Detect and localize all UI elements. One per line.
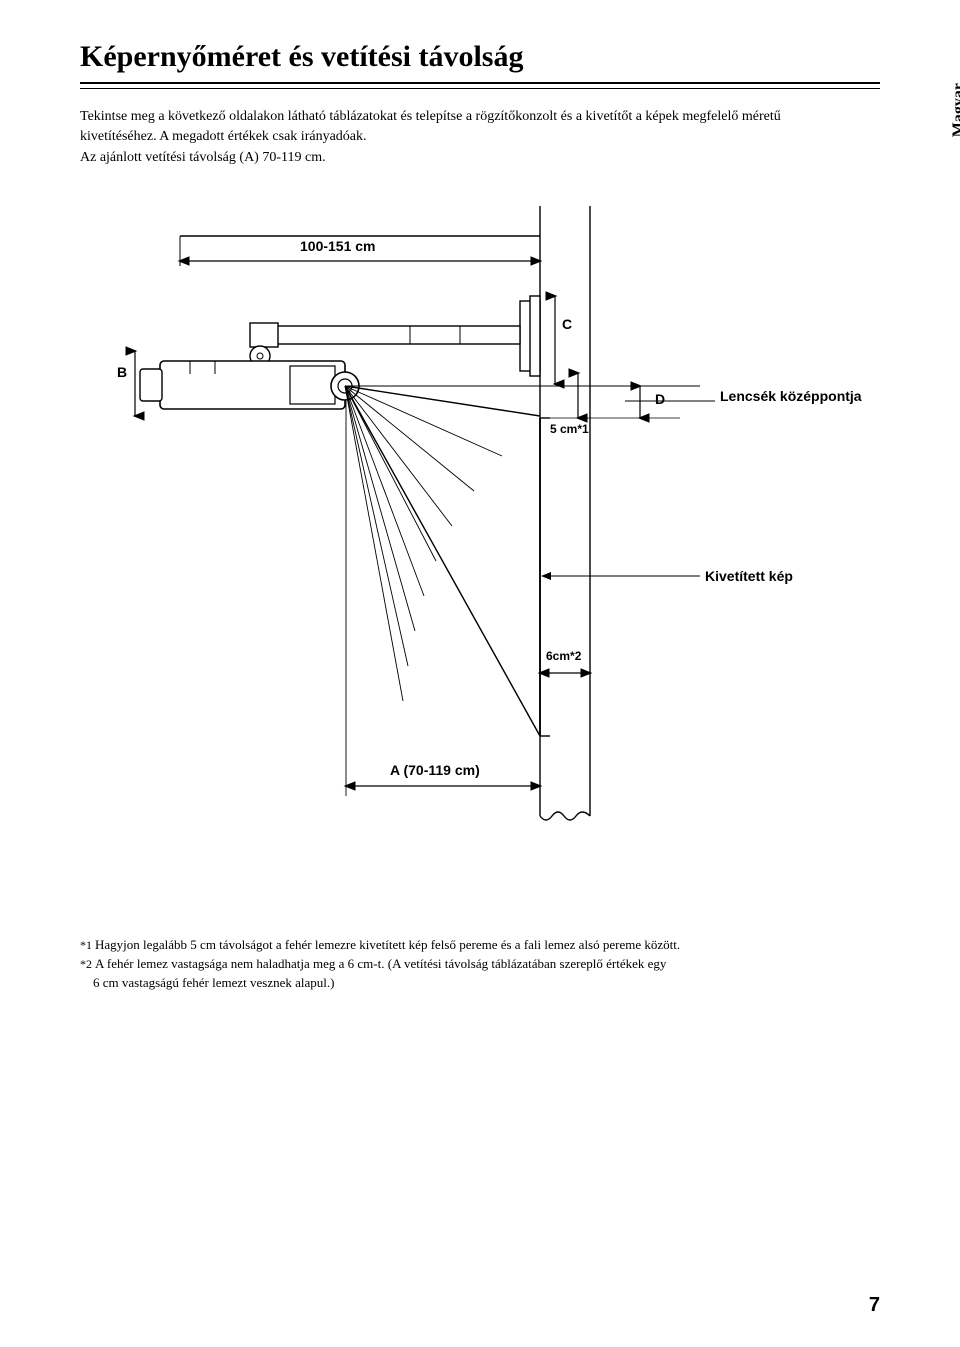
footnote-2-mark: *2 [80, 957, 95, 971]
footnote-1: *1 Hagyjon legalább 5 cm távolságot a fe… [80, 936, 840, 955]
intro-paragraph: Tekintse meg a következő oldalakon látha… [80, 107, 840, 168]
d-label: D [655, 391, 665, 407]
diagram-svg [80, 206, 880, 926]
footnote-2-text-b: 6 cm vastagságú fehér lemezt vesznek ala… [93, 975, 334, 990]
lens-center-label: Lencsék középpontja [720, 388, 862, 404]
title-rule-1 [80, 82, 880, 84]
page-number: 7 [869, 1294, 880, 1317]
b-label: B [117, 364, 127, 380]
footnote-1-mark: *1 [80, 938, 95, 952]
title-rule-2 [80, 88, 880, 89]
a-distance-label: A (70-119 cm) [390, 762, 480, 778]
language-tab: Magyar [950, 83, 960, 137]
projected-image-label: Kivetített kép [705, 568, 793, 584]
projection-diagram: 100-151 cm B C D 5 cm*1 Lencsék középpon… [80, 206, 880, 926]
intro-text-2: Az ajánlott vetítési távolság (A) 70-119… [80, 150, 326, 165]
arm-length-label: 100-151 cm [300, 238, 376, 254]
footnote-1-text: Hagyjon legalább 5 cm távolságot a fehér… [95, 937, 680, 952]
intro-text-1: Tekintse meg a következő oldalakon látha… [80, 109, 781, 144]
page-title: Képernyőméret és vetítési távolság [80, 40, 880, 74]
thickness-label: 6cm*2 [546, 649, 581, 663]
c-label: C [562, 316, 572, 332]
gap-label: 5 cm*1 [550, 422, 589, 436]
footnote-2: *2 A fehér lemez vastagsága nem haladhat… [80, 955, 840, 993]
footnotes: *1 Hagyjon legalább 5 cm távolságot a fe… [80, 936, 840, 993]
footnote-2-text-a: A fehér lemez vastagsága nem haladhatja … [95, 956, 666, 971]
